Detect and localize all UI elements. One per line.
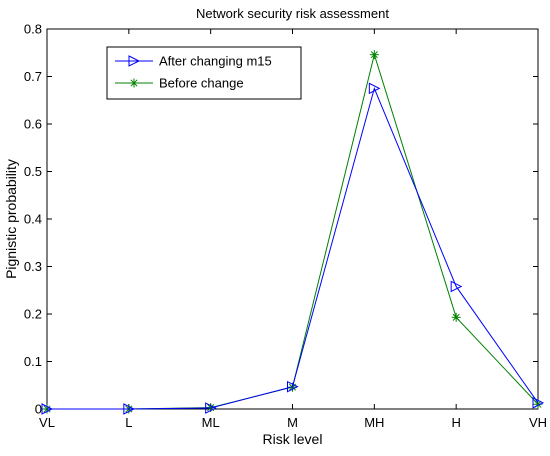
x-tick-label: M [287,415,298,430]
x-tick-label: VL [39,415,55,430]
data-point-marker [369,50,379,60]
series-triangle-right [41,82,545,415]
x-tick-label: H [451,415,460,430]
data-point-marker [368,82,381,95]
legend-entry: Before change [115,76,244,91]
y-axis-title: Pignistic probability [3,159,19,279]
y-tick-label: 0.4 [24,212,42,227]
y-tick-label: 0.1 [24,354,42,369]
chart-title: Network security risk assessment [196,6,389,21]
legend-label: Before change [159,76,244,91]
data-point-marker [129,78,139,88]
y-tick-label: 0.3 [24,259,42,274]
y-tick-label: 0 [35,402,42,417]
data-point-marker [287,380,299,393]
y-tick-label: 0.5 [24,164,42,179]
data-point-marker [450,280,463,293]
y-tick-label: 0.2 [24,307,42,322]
x-tick-label: VH [529,415,547,430]
legend-box [106,46,302,100]
legend-entry: After changing m15 [115,54,272,69]
legend-label: After changing m15 [159,54,272,69]
x-tick-label: ML [202,415,220,430]
x-axis-title: Risk level [263,431,323,447]
y-tick-label: 0.7 [24,69,42,84]
axis-ticks: 0 0.1 0.2 0.3 0.4 0.5 0.6 0.7 0.8 VL L ML M MH H VH [24,22,547,431]
y-tick-label: 0.8 [24,22,42,37]
series-line [47,86,539,410]
data-point-marker [451,312,461,322]
x-tick-label: L [125,415,132,430]
x-tick-label: MH [364,415,384,430]
y-tick-label: 0.6 [24,117,42,132]
data-point-marker [128,55,141,67]
legend: After changing m15 Before change [106,46,302,100]
data-point-marker [41,403,54,415]
data-point-marker [532,397,545,409]
data-point-marker [123,403,135,415]
series-group [41,50,545,415]
data-point-marker [205,402,217,414]
